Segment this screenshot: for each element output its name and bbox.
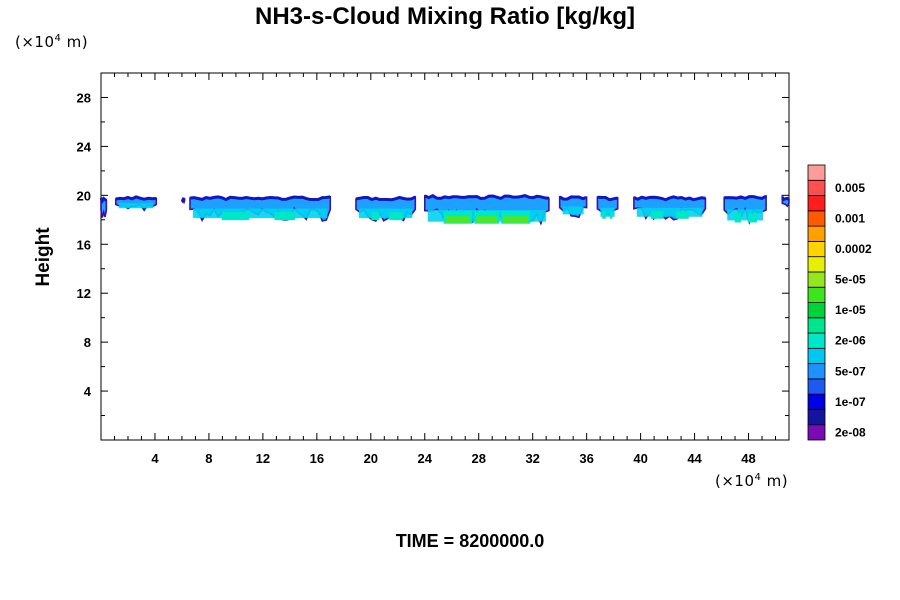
colorbar-swatch [807, 286, 826, 303]
cloud-segment-top [633, 195, 706, 202]
x-tick-label: 24 [418, 451, 433, 466]
chart-title: NH3-s-Cloud Mixing Ratio [kg/kg] [255, 3, 635, 30]
x-axis-unit: (×104 m) [715, 472, 788, 490]
colorbar-label: 2e-08 [835, 425, 866, 439]
colorbar-swatch [807, 347, 826, 365]
unit-prefix: (×10 [715, 472, 755, 490]
cloud-segment-top [558, 195, 588, 201]
colorbar-label: 2e-06 [835, 334, 866, 348]
cloud-segment-interior [562, 206, 584, 215]
colorbar-label: 5e-05 [835, 273, 866, 287]
unit-exponent: 4 [54, 33, 62, 44]
cloud-segment-interior [118, 203, 154, 209]
colorbar-label: 1e-07 [835, 395, 866, 409]
cloud-segment-top [424, 194, 550, 201]
colorbar-swatch [807, 179, 826, 196]
colorbar-swatch [807, 271, 826, 288]
cloud-core [747, 213, 757, 223]
cloud-segment-interior [727, 209, 764, 221]
cloud-segment-interior [600, 207, 615, 217]
cloud-segment-top [115, 195, 157, 201]
y-tick-label: 4 [84, 384, 92, 399]
cloud-segment-top [181, 197, 185, 203]
colorbar-swatch [807, 409, 826, 426]
cloud-core [602, 211, 606, 219]
x-tick-label: 16 [310, 451, 324, 466]
cloud-segment-interior [358, 208, 413, 219]
x-tick-label: 40 [633, 451, 647, 466]
y-tick-label: 24 [77, 139, 92, 154]
cloud-segment-top [597, 195, 618, 202]
colorbar-label: 0.001 [835, 211, 865, 225]
x-tick-label: 36 [579, 451, 593, 466]
cloud-core [274, 211, 296, 221]
cloud-segment-top [189, 195, 331, 202]
cloud-segment-top [99, 196, 108, 204]
colorbar-label: 5e-07 [835, 364, 866, 378]
cloud-segment-top [355, 195, 416, 202]
colorbar-label: 0.005 [835, 181, 865, 195]
y-tick-label: 16 [77, 237, 91, 252]
cloud-core [609, 211, 613, 219]
unit-suffix: m) [61, 33, 89, 51]
y-tick-label: 28 [77, 90, 91, 105]
colorbar-swatch [807, 363, 826, 380]
y-tick-label: 12 [77, 286, 91, 301]
colorbar-swatch [807, 302, 826, 319]
x-tick-label: 44 [687, 451, 702, 466]
colorbar-label: 1e-05 [835, 303, 866, 317]
colorbar-label: 0.0002 [835, 242, 872, 256]
colorbar-swatch [807, 332, 826, 349]
unit-prefix: (×10 [15, 33, 55, 51]
cloud-core [371, 211, 380, 221]
cloud-core [675, 211, 689, 219]
cloud-core [222, 211, 250, 221]
cloud-core-high [476, 216, 498, 224]
cloud-core [389, 211, 403, 221]
x-tick-label: 4 [151, 451, 159, 466]
cloud-segment-interior [636, 207, 703, 217]
cloud-segment-top [724, 194, 767, 201]
colorbar-swatch [807, 256, 826, 273]
x-tick-label: 32 [525, 451, 539, 466]
cloud-core [650, 211, 664, 219]
y-tick-label: 8 [84, 335, 91, 350]
x-tick-label: 8 [205, 451, 212, 466]
x-tick-label: 12 [256, 451, 270, 466]
colorbar-swatch [807, 317, 826, 334]
colorbar-swatch [807, 393, 826, 410]
colorbar-swatch [807, 240, 826, 258]
colorbar-swatch [807, 164, 826, 181]
colorbar-swatch [807, 424, 826, 441]
unit-suffix: m) [761, 472, 789, 490]
cloud-core-high [503, 216, 529, 224]
cloud-core-high [445, 216, 471, 224]
plot-frame [100, 72, 790, 441]
colorbar-swatch [807, 378, 826, 395]
time-label: TIME = 8200000.0 [395, 531, 545, 551]
y-tick-label: 20 [77, 188, 91, 203]
x-tick-label: 48 [741, 451, 755, 466]
x-tick-label: 28 [471, 451, 485, 466]
colorbar-swatch [807, 210, 826, 227]
cloud-segment-top [781, 196, 790, 202]
unit-exponent: 4 [754, 472, 762, 483]
colorbar-swatch [807, 195, 826, 212]
y-axis-unit: (×104 m) [15, 33, 88, 51]
colorbar-swatch [807, 225, 826, 242]
cloud-core [734, 213, 741, 223]
x-tick-label: 20 [364, 451, 378, 466]
cloud-segment-interior [193, 208, 328, 219]
